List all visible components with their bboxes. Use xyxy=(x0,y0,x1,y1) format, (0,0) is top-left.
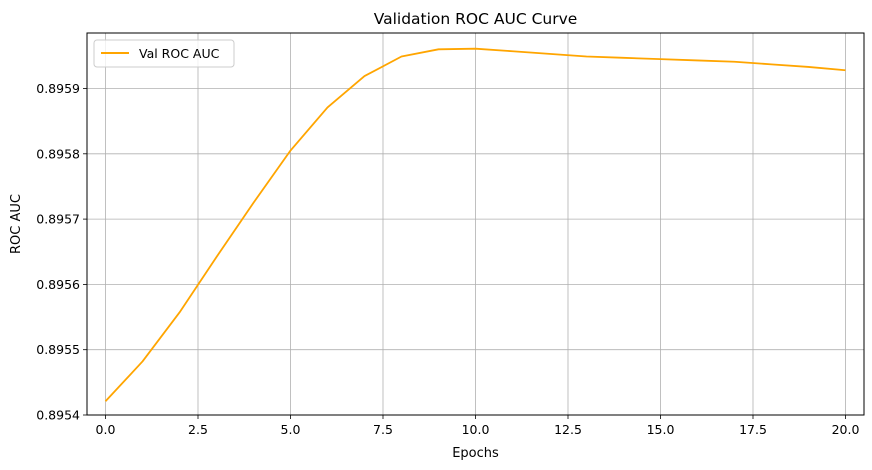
axis-ticks: 0.0 2.5 5.0 7.5 10.0 12.5 15.0 17.5 20.0 0.8954 0.… xyxy=(36,81,859,437)
x-tick-label: 15.0 xyxy=(647,422,675,437)
legend-box xyxy=(93,39,235,68)
y-tick-label: 0.8956 xyxy=(36,277,80,292)
x-axis-label: Epochs xyxy=(452,446,499,461)
x-tick-label: 20.0 xyxy=(832,422,860,437)
x-tick-label: 7.5 xyxy=(373,422,393,437)
y-tick-label: 0.8957 xyxy=(36,212,80,227)
series-line-val-roc-auc xyxy=(104,47,846,402)
series-lines xyxy=(104,47,846,402)
x-tick-label: 17.5 xyxy=(739,422,767,437)
x-tick-label: 0.0 xyxy=(96,422,116,437)
grid xyxy=(87,33,864,416)
plot-frame xyxy=(86,32,865,416)
y-tick-label: 0.8959 xyxy=(36,81,80,96)
x-tick-label: 5.0 xyxy=(281,422,301,437)
x-tick-label: 10.0 xyxy=(462,422,490,437)
legend-label: Val ROC AUC xyxy=(139,46,220,61)
y-tick-label: 0.8958 xyxy=(36,146,80,161)
legend: Val ROC AUC xyxy=(93,39,235,68)
y-tick-label: 0.8955 xyxy=(36,342,80,357)
x-tick-label: 2.5 xyxy=(188,422,208,437)
x-tick-label: 12.5 xyxy=(554,422,582,437)
y-axis-label: ROC AUC xyxy=(9,194,24,254)
chart-title: Validation ROC AUC Curve xyxy=(374,10,578,28)
y-tick-label: 0.8954 xyxy=(36,408,80,423)
